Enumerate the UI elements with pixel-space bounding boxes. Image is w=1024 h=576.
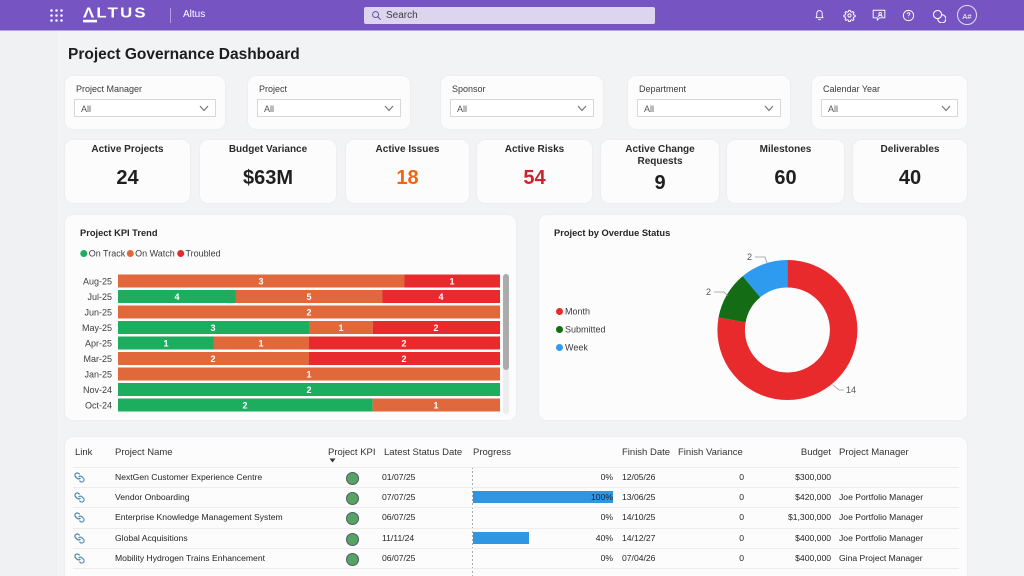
svg-text:3: 3 <box>258 277 263 287</box>
svg-text:Oct-24: Oct-24 <box>85 401 112 411</box>
svg-text:4: 4 <box>438 292 443 302</box>
svg-text:2: 2 <box>706 287 711 297</box>
svg-text:1: 1 <box>449 277 454 287</box>
svg-text:Jul-25: Jul-25 <box>87 292 112 302</box>
svg-text:2: 2 <box>210 354 215 364</box>
svg-text:5: 5 <box>306 292 311 302</box>
svg-text:1: 1 <box>163 339 168 349</box>
svg-text:2: 2 <box>242 401 247 411</box>
svg-text:May-25: May-25 <box>82 323 112 333</box>
svg-text:2: 2 <box>747 252 752 262</box>
svg-text:4: 4 <box>174 292 179 302</box>
svg-text:Nov-24: Nov-24 <box>83 385 112 395</box>
svg-text:2: 2 <box>401 339 406 349</box>
svg-text:2: 2 <box>306 308 311 318</box>
svg-text:ΛLTUS: ΛLTUS <box>83 5 148 21</box>
svg-text:2: 2 <box>401 354 406 364</box>
svg-text:2: 2 <box>433 323 438 333</box>
svg-text:1: 1 <box>338 323 343 333</box>
svg-text:Troubled: Troubled <box>186 249 221 259</box>
svg-text:Jun-25: Jun-25 <box>84 308 112 318</box>
svg-text:Mar-25: Mar-25 <box>83 354 112 364</box>
svg-text:Submitted: Submitted <box>565 325 606 335</box>
svg-text:1: 1 <box>306 370 311 380</box>
svg-text:14: 14 <box>846 385 856 395</box>
svg-text:Month: Month <box>565 307 590 317</box>
svg-text:3: 3 <box>210 323 215 333</box>
svg-text:On Track: On Track <box>89 249 126 259</box>
svg-text:On Watch: On Watch <box>135 249 175 259</box>
svg-text:Week: Week <box>565 343 588 353</box>
svg-text:2: 2 <box>306 385 311 395</box>
svg-text:Aug-25: Aug-25 <box>83 277 112 287</box>
svg-text:1: 1 <box>258 339 263 349</box>
svg-text:1: 1 <box>433 401 438 411</box>
svg-text:Apr-25: Apr-25 <box>85 339 112 349</box>
svg-text:Jan-25: Jan-25 <box>84 370 112 380</box>
